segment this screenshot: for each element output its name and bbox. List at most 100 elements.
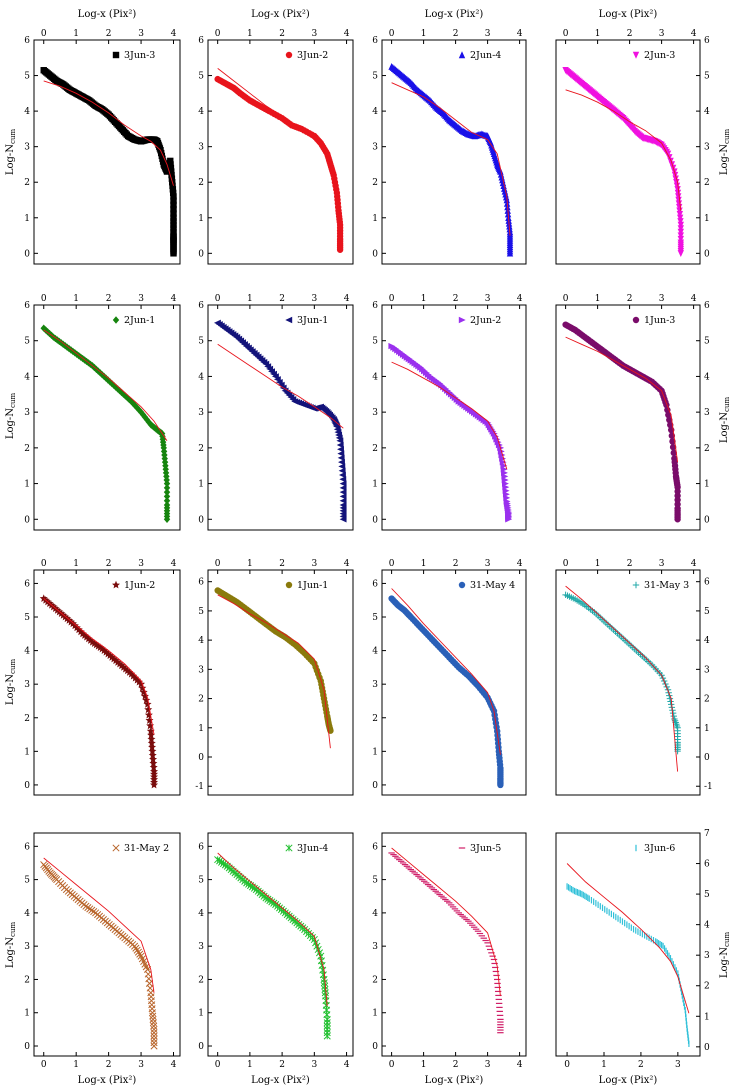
data-point <box>143 700 152 708</box>
data-point <box>337 454 345 462</box>
x-tick-label: 3 <box>659 29 665 39</box>
data-point <box>506 249 514 257</box>
data-point <box>675 193 682 201</box>
data-point <box>146 726 155 735</box>
y-tick-label: 3 <box>24 942 30 952</box>
y-tick-label: 6 <box>372 579 378 589</box>
data-point <box>667 698 674 705</box>
data-point <box>170 250 177 257</box>
fit-line <box>217 594 331 749</box>
y-tick-label: 0 <box>372 515 378 525</box>
x-tick-label: 0 <box>215 1060 221 1070</box>
plot-frame <box>555 39 701 265</box>
x-tick-label: 1 <box>73 29 79 39</box>
x-tick-label: 0 <box>389 1060 395 1070</box>
x-tick-label: 3 <box>485 559 491 569</box>
x-tick-label: 2 <box>627 294 633 304</box>
legend-marker <box>458 51 466 59</box>
data-point <box>339 493 347 500</box>
data-point <box>147 739 156 747</box>
data-point <box>149 1019 157 1027</box>
legend-marker <box>632 316 640 324</box>
x-tick-label: 3 <box>675 1060 681 1070</box>
data-point <box>150 1032 158 1040</box>
data-point <box>339 484 347 492</box>
y-tick-label: 6 <box>704 578 710 588</box>
data-point <box>148 1009 156 1017</box>
data-point <box>168 175 176 182</box>
legend-marker <box>285 844 293 852</box>
x-tick-label: 0 <box>389 294 395 304</box>
y-tick-label: 1 <box>198 480 204 490</box>
chart-panel: 0 1 2 3 4 0 1 2 3 4 5 6 31-May 4 <box>372 559 527 796</box>
y-tick-label: 3 <box>704 408 710 418</box>
data-point <box>668 161 676 169</box>
chart-panel: 0 1 2 3 4 0 1 2 3 4 5 6 31-May 2 <box>24 832 181 1070</box>
data-point <box>669 709 677 717</box>
data-point <box>169 189 177 197</box>
fit-line <box>43 598 155 735</box>
x-tick-label: 2 <box>106 1060 112 1070</box>
x-tick-label: 2 <box>279 294 285 304</box>
fit-line <box>43 857 155 993</box>
data-point <box>118 388 125 397</box>
data-point <box>336 246 344 253</box>
y-tick-label: 0 <box>372 1042 378 1052</box>
data-point <box>170 210 177 217</box>
data-point <box>148 747 157 755</box>
plot-frame <box>207 832 354 1057</box>
y-tick-label: 5 <box>704 72 710 82</box>
plot-frame <box>381 832 527 1057</box>
plot-frame <box>207 569 354 796</box>
y-axis-label: Log-Ncum <box>719 397 731 444</box>
data-point <box>338 463 346 470</box>
x-tick-label: 1 <box>247 559 253 569</box>
y-tick-label: 3 <box>372 408 378 418</box>
x-tick-label: 1 <box>421 559 427 569</box>
y-tick-label: 3 <box>24 408 30 418</box>
data-point <box>170 214 177 221</box>
x-tick-label: 0 <box>215 294 221 304</box>
data-point <box>339 516 347 523</box>
legend-label: 2Jun-4 <box>470 50 501 61</box>
y-tick-label: 2 <box>198 444 204 454</box>
y-tick-label: 1 <box>24 1009 30 1019</box>
top-x-axis-label: Log-x (Pix²) <box>78 9 137 20</box>
y-tick-label: 2 <box>372 178 378 188</box>
chart-panel: 0 1 2 3 4 0 1 2 3 4 5 6 2Jun-3 <box>555 29 710 265</box>
x-tick-label: 3 <box>485 294 491 304</box>
data-point <box>163 515 171 523</box>
x-tick-label: 0 <box>41 1060 47 1070</box>
data-point <box>150 1035 158 1043</box>
data-point <box>677 250 684 258</box>
y-tick-label: 6 <box>24 842 30 852</box>
x-tick-label: 4 <box>344 559 350 569</box>
legend-label: 2Jun-2 <box>470 315 501 326</box>
y-tick-label: 4 <box>198 107 204 117</box>
x-tick-label: 0 <box>389 29 395 39</box>
y-tick-label: 1 <box>24 747 30 757</box>
chart-panel: 0 1 2 3 4 -1 0 1 2 3 4 5 6 1Jun-1 <box>195 559 354 796</box>
x-tick-label: 3 <box>659 294 665 304</box>
data-point <box>336 437 344 444</box>
y-tick-label: 0 <box>704 249 710 259</box>
fit-line <box>565 89 682 211</box>
plot-frame <box>33 304 181 531</box>
y-tick-label: 1 <box>372 747 378 757</box>
y-tick-label: 5 <box>24 613 30 623</box>
legend-label: 31-May 2 <box>124 843 169 854</box>
x-tick-label: 1 <box>595 294 601 304</box>
y-tick-label: 5 <box>704 607 710 617</box>
data-point <box>672 175 679 183</box>
data-point <box>140 692 149 700</box>
data-point <box>148 751 157 759</box>
chart-panel: 0 1 2 3 4 0 1 2 3 4 5 6 1Jun-3 <box>555 294 710 531</box>
fit-line <box>43 80 174 186</box>
data-point <box>677 235 684 243</box>
y-tick-label: 0 <box>198 515 204 525</box>
y-tick-label: 3 <box>198 942 204 952</box>
chart-panel: 0 1 2 3 4 0 1 2 3 4 5 6 3Jun-2 <box>198 29 354 265</box>
y-tick-label: 3 <box>24 680 30 690</box>
y-tick-label: 5 <box>198 337 204 347</box>
plot-frame <box>381 569 527 796</box>
